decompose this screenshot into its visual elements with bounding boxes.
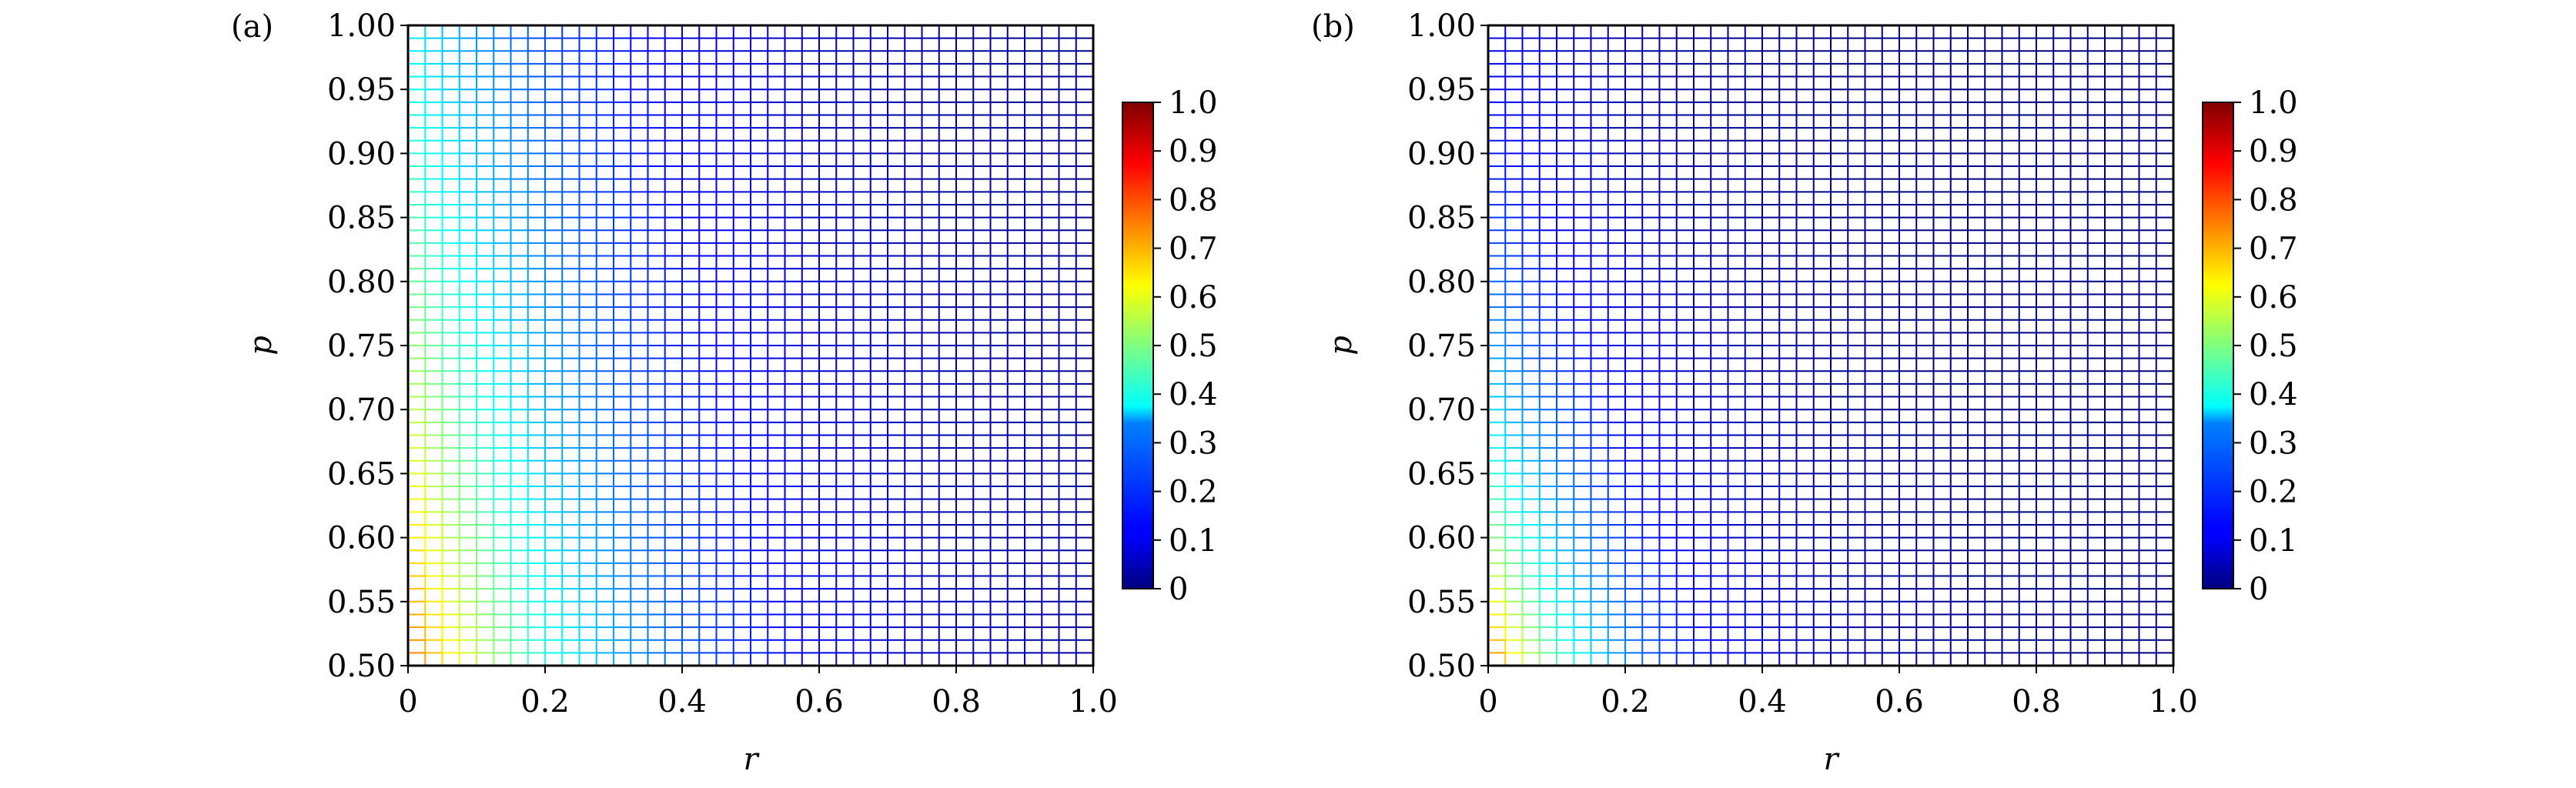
panel-label-a: (a) — [231, 9, 273, 45]
y-tick-label: 0.50 — [327, 649, 396, 684]
colorbar-tick-label: 0.5 — [1169, 329, 1218, 364]
panel-b: (b) 0.500.550.600.650.700.750.800.850.90… — [1311, 8, 2298, 777]
y-axis-label-a: p — [243, 336, 279, 356]
x-tick-label: 0.8 — [932, 684, 981, 720]
colorbar-tick-label: 0.2 — [1169, 475, 1218, 510]
y-tick-label: 0.90 — [327, 136, 396, 172]
y-tick-label: 0.65 — [327, 456, 396, 492]
colorbar-tick-label: 1.0 — [1169, 85, 1218, 121]
colorbar-tick-label: 0.4 — [1169, 377, 1218, 412]
heatmap-grid-a — [407, 25, 1094, 666]
colorbar-tick-label: 0.9 — [1169, 134, 1218, 169]
y-tick-label: 0.70 — [327, 392, 396, 428]
x-tick-label: 1.0 — [1069, 684, 1118, 720]
colorbar-tick-label: 0.8 — [1169, 182, 1218, 218]
x-tick-label: 0 — [398, 684, 417, 720]
x-tick-label: 0.4 — [657, 684, 707, 720]
x-axis-ticks-a: 0 0.2 0.4 0.6 0.8 1.0 — [398, 666, 1118, 720]
heatmap-grid-b — [1487, 25, 2174, 666]
x-axis-label-a: r — [743, 742, 760, 777]
x-tick-label: 0.2 — [520, 684, 570, 720]
colorbar-tick-label: 0.6 — [1169, 280, 1218, 316]
y-axis-ticks-a: 0.50 0.55 0.60 0.65 0.70 0.75 0.80 0.85 0.90 0.95… — [327, 8, 408, 684]
colorbar-ticks-a: 0 0.1 0.2 0.3 0.4 0.5 0.6 0.7 0.8 0.9 1.0 — [1153, 85, 1218, 607]
y-tick-label: 0.55 — [327, 585, 396, 620]
colorbar-a — [1122, 102, 1154, 589]
y-tick-label: 0.75 — [327, 329, 396, 364]
panel-label-b: (b) — [1311, 9, 1355, 45]
y-tick-label: 0.80 — [327, 265, 396, 300]
y-tick-label: 1.00 — [327, 8, 396, 44]
colorbar-tick-label: 0.3 — [1169, 426, 1218, 461]
x-tick-label: 0.6 — [795, 684, 844, 720]
colorbar-tick-label: 0.7 — [1169, 232, 1218, 267]
y-tick-label: 0.60 — [327, 521, 396, 556]
panel-a: (a) 0.500.550.600.650.700.750.800.850.90… — [231, 8, 1218, 777]
y-tick-label: 0.95 — [327, 72, 396, 108]
colorbar-tick-label: 0 — [1169, 572, 1188, 607]
colorbar-tick-label: 0.1 — [1169, 523, 1218, 559]
y-tick-label: 0.85 — [327, 201, 396, 236]
